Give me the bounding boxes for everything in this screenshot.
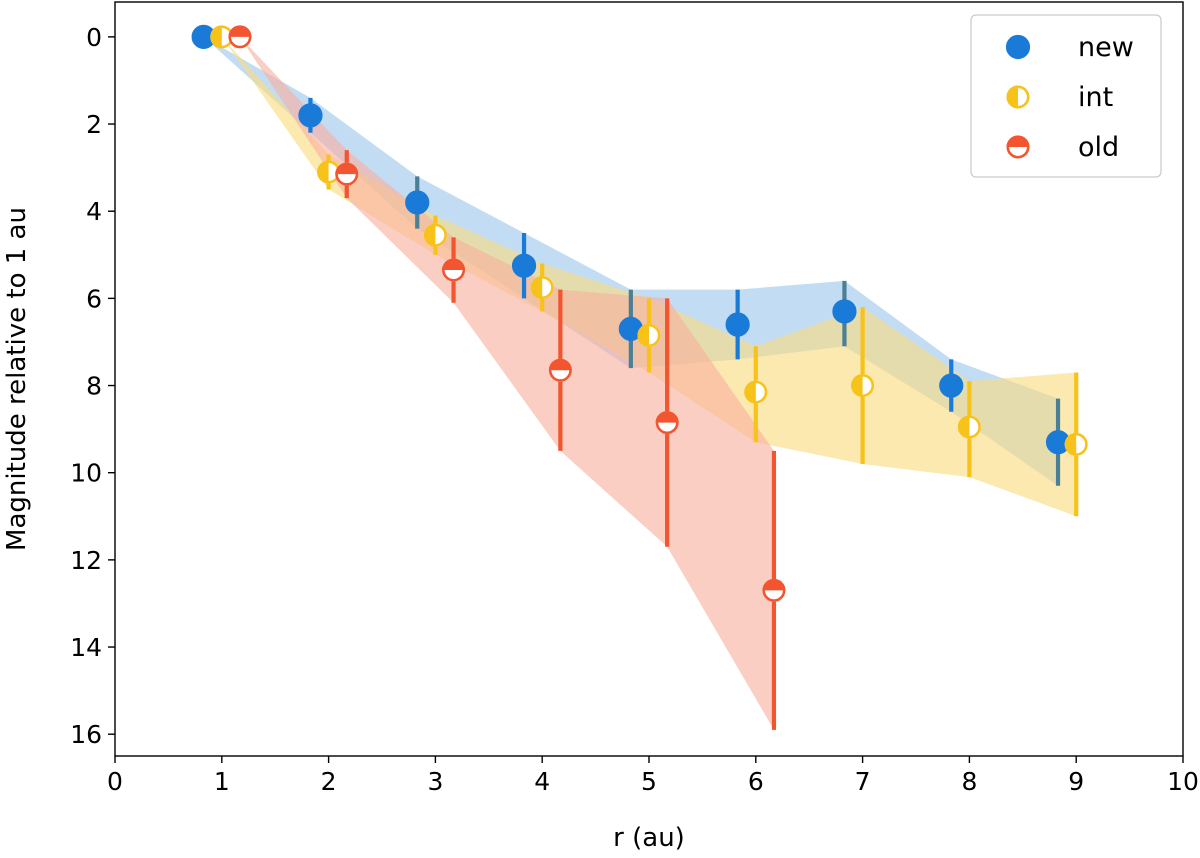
x-axis: 0 1 2 3 4 5 6 7 8 9 10	[107, 756, 1199, 796]
marker-int-ring	[957, 415, 981, 439]
marker-new	[405, 190, 430, 215]
marker-new-shape	[939, 373, 964, 398]
marker-int-ring	[530, 275, 554, 299]
marker-int-ring	[1064, 432, 1088, 456]
y-tick-label: 10	[70, 459, 102, 488]
marker-int-ring	[637, 323, 661, 347]
marker-new-shape	[511, 253, 537, 278]
marker-int-ring	[851, 374, 875, 398]
marker-old	[655, 411, 679, 435]
y-axis-label: Magnitude relative to 1 au	[2, 207, 32, 551]
marker-int	[637, 323, 661, 347]
x-tick-label: 3	[427, 767, 443, 796]
marker-new-shape	[832, 299, 857, 324]
y-tick-label: 14	[70, 633, 102, 662]
marker-old	[442, 258, 466, 282]
y-tick-label: 2	[86, 110, 102, 139]
x-tick-label: 9	[1068, 767, 1084, 796]
x-tick-label: 2	[321, 767, 337, 796]
legend-label-int: int	[1078, 82, 1113, 113]
legend-marker-int	[1006, 85, 1030, 109]
x-tick-label: 6	[748, 767, 764, 796]
marker-old-ring	[442, 258, 466, 282]
legend: new int old	[970, 14, 1162, 178]
legend-label-new: new	[1078, 32, 1134, 63]
marker-old-ring	[762, 578, 786, 602]
y-tick-label: 12	[70, 546, 102, 575]
x-tick-label: 0	[107, 767, 123, 796]
legend-marker-new	[1005, 34, 1031, 60]
marker-int	[423, 223, 447, 247]
marker-int	[1064, 432, 1088, 456]
x-tick-label: 8	[961, 767, 977, 796]
marker-old-ring	[655, 411, 679, 435]
x-tick-label: 1	[214, 767, 230, 796]
y-tick-label: 16	[70, 720, 102, 749]
x-axis-label: r (au)	[613, 823, 685, 853]
x-tick-label: 7	[855, 767, 871, 796]
y-tick-label: 6	[86, 284, 102, 313]
marker-int	[744, 380, 768, 404]
legend-label-old: old	[1078, 132, 1119, 163]
marker-new	[725, 312, 750, 337]
marker-old-ring	[228, 25, 252, 49]
legend-marker-old-ring	[1006, 135, 1030, 159]
marker-new	[298, 103, 323, 128]
data-markers	[191, 24, 1088, 602]
x-tick-label: 10	[1167, 767, 1199, 796]
marker-old	[335, 162, 359, 186]
marker-old	[228, 25, 252, 49]
marker-int	[957, 415, 981, 439]
marker-old-ring	[548, 358, 572, 382]
y-tick-label: 8	[86, 372, 102, 401]
y-tick-label: 4	[86, 197, 102, 226]
marker-new	[939, 373, 964, 398]
legend-marker-int-ring	[1006, 85, 1030, 109]
marker-old-ring	[335, 162, 359, 186]
marker-int	[210, 25, 234, 49]
marker-int-ring	[744, 380, 768, 404]
marker-new	[832, 299, 857, 324]
x-tick-label: 5	[641, 767, 657, 796]
band-old	[239, 36, 774, 730]
x-tick-label: 4	[534, 767, 550, 796]
legend-marker-old	[1006, 135, 1030, 159]
marker-old	[762, 578, 786, 602]
marker-new-shape	[405, 190, 430, 215]
y-tick-label: 0	[86, 23, 102, 52]
marker-int	[851, 374, 875, 398]
marker-old	[548, 358, 572, 382]
marker-new-shape	[298, 103, 323, 128]
marker-int	[530, 275, 554, 299]
legend-marker-new-shape	[1005, 34, 1031, 60]
marker-int-ring	[423, 223, 447, 247]
marker-new-shape	[725, 312, 750, 337]
marker-int	[317, 160, 341, 184]
marker-new	[511, 253, 537, 278]
y-axis: 0 2 4 6 8 10 12 14 16	[70, 23, 115, 749]
